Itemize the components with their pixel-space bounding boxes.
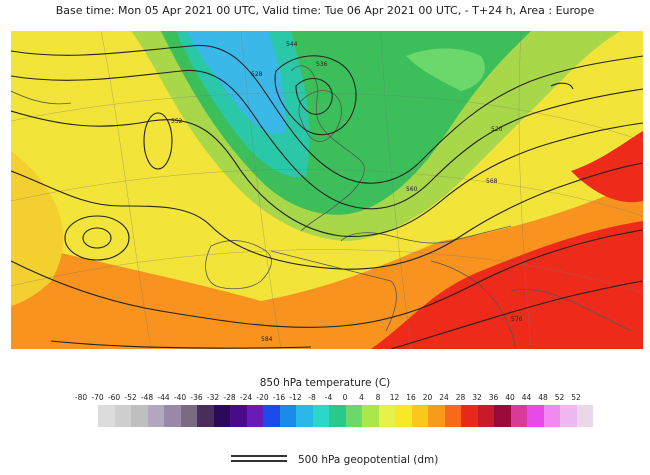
colorbar-tick-label: -20 [256,393,269,402]
colorbar-ticks: -80 -70 -60 -52 -48 -44 -40 -36 -32 -28 -24 -20 -16-… [0,393,650,405]
colorbar-swatch [428,405,445,427]
colorbar-tick-label: -24 [239,393,253,402]
colorbar-swatch [197,405,214,427]
colorbar-swatch [494,405,511,427]
colorbar-swatch [296,405,313,427]
colorbar-swatch [576,405,593,427]
colorbar-swatch [543,405,560,427]
colorbar-tick-label: -52 [124,393,137,402]
colorbar-tick-label: -12 [289,393,302,402]
colorbar-tick-label: 24 [439,393,449,402]
colorbar-swatch [213,405,230,427]
colorbar-tick-label: 4 [359,393,364,402]
geopotential-contours [11,44,643,349]
colorbar-swatch [527,405,544,427]
colorbar-swatch [279,405,296,427]
colorbar-swatch [395,405,412,427]
colorbar-tick-label: -60 [107,393,121,402]
colorbar-tick-label: -16 [272,393,286,402]
geopotential-legend-label: 500 hPa geopotential (dm) [298,454,439,466]
colorbar-swatch [263,405,280,427]
colorbar-tick-label: -80 [74,393,88,402]
colorbar-tick-label: 36 [488,393,499,402]
colorbar-tick-label: 0 [342,393,348,402]
coastlines [11,65,632,349]
colorbar-swatch [510,405,527,427]
colorbar-tick-label: 52 [554,393,565,402]
colorbar-tick-label: 12 [389,393,400,402]
colorbar-title: 850 hPa temperature (C) [259,377,391,389]
colorbar-tick-label: -32 [206,393,220,402]
colorbar-swatch [477,405,494,427]
contour-label: 576 [511,316,523,323]
chart-title: Base time: Mon 05 Apr 2021 00 UTC, Valid… [55,4,595,17]
colorbar-tick-label: 20 [422,393,433,402]
colorbar-swatch [180,405,197,427]
colorbar-tick-label: 48 [538,393,548,402]
colorbar-swatch [98,405,115,427]
colorbar-swatch [246,405,263,427]
colorbar-tick-label: 40 [505,393,515,402]
colorbar-tick-label: -36 [190,393,203,402]
temperature-field-cyan [186,31,286,135]
temperature-field-red [371,221,643,349]
colorbar-tick-label: 8 [375,393,381,402]
colorbar-tick-label: -4 [324,393,333,402]
colorbar-swatch [312,405,329,427]
temperature-field-scandinavia [406,48,485,91]
graticule [11,31,643,349]
colorbar-swatch [230,405,247,427]
colorbar-swatch [131,405,148,427]
colorbar-swatch [329,405,346,427]
temperature-field-red-north [571,131,643,203]
colorbar-swatch [411,405,428,427]
contour-label: 568 [486,178,498,185]
colorbar-swatch [345,405,362,427]
contour-labels: 552 544 536 528 560 568 576 584 520 [171,41,523,343]
colorbar-swatch [114,405,131,427]
colorbar-tick-label: 32 [472,393,482,402]
contour-label: 584 [261,336,273,343]
colorbar-swatch [378,405,395,427]
colorbar-swatch [164,405,181,427]
contour-label: 560 [406,186,418,193]
colorbar-tick-label: -70 [91,393,104,402]
weather-map: 552 544 536 528 560 568 576 584 520 [11,31,643,349]
colorbar-tick-label: -8 [308,393,316,402]
colorbar-tick-label: -44 [157,393,170,402]
contour-label: 528 [251,71,263,78]
contour-label: 520 [491,126,503,133]
colorbar-swatch [560,405,577,427]
colorbar-swatch [444,405,461,427]
colorbar-tick-label: -40 [173,393,187,402]
colorbar-tick-label: 52 [571,393,581,402]
colorbar-swatch [461,405,478,427]
contour-label: 552 [171,118,183,125]
colorbar-swatch [147,405,164,427]
colorbar-tick-label: -48 [140,393,154,402]
colorbar [98,405,593,427]
colorbar-tick-label: 44 [521,393,532,402]
colorbar-tick-label: 28 [455,393,466,402]
geopotential-legend-symbol [231,453,287,463]
colorbar-swatch [362,405,379,427]
colorbar-tick-label: -28 [223,393,236,402]
contour-label: 544 [286,41,298,48]
colorbar-tick-label: 16 [406,393,416,402]
contour-label: 536 [316,61,328,68]
map-canvas: 552 544 536 528 560 568 576 584 520 [11,31,643,349]
